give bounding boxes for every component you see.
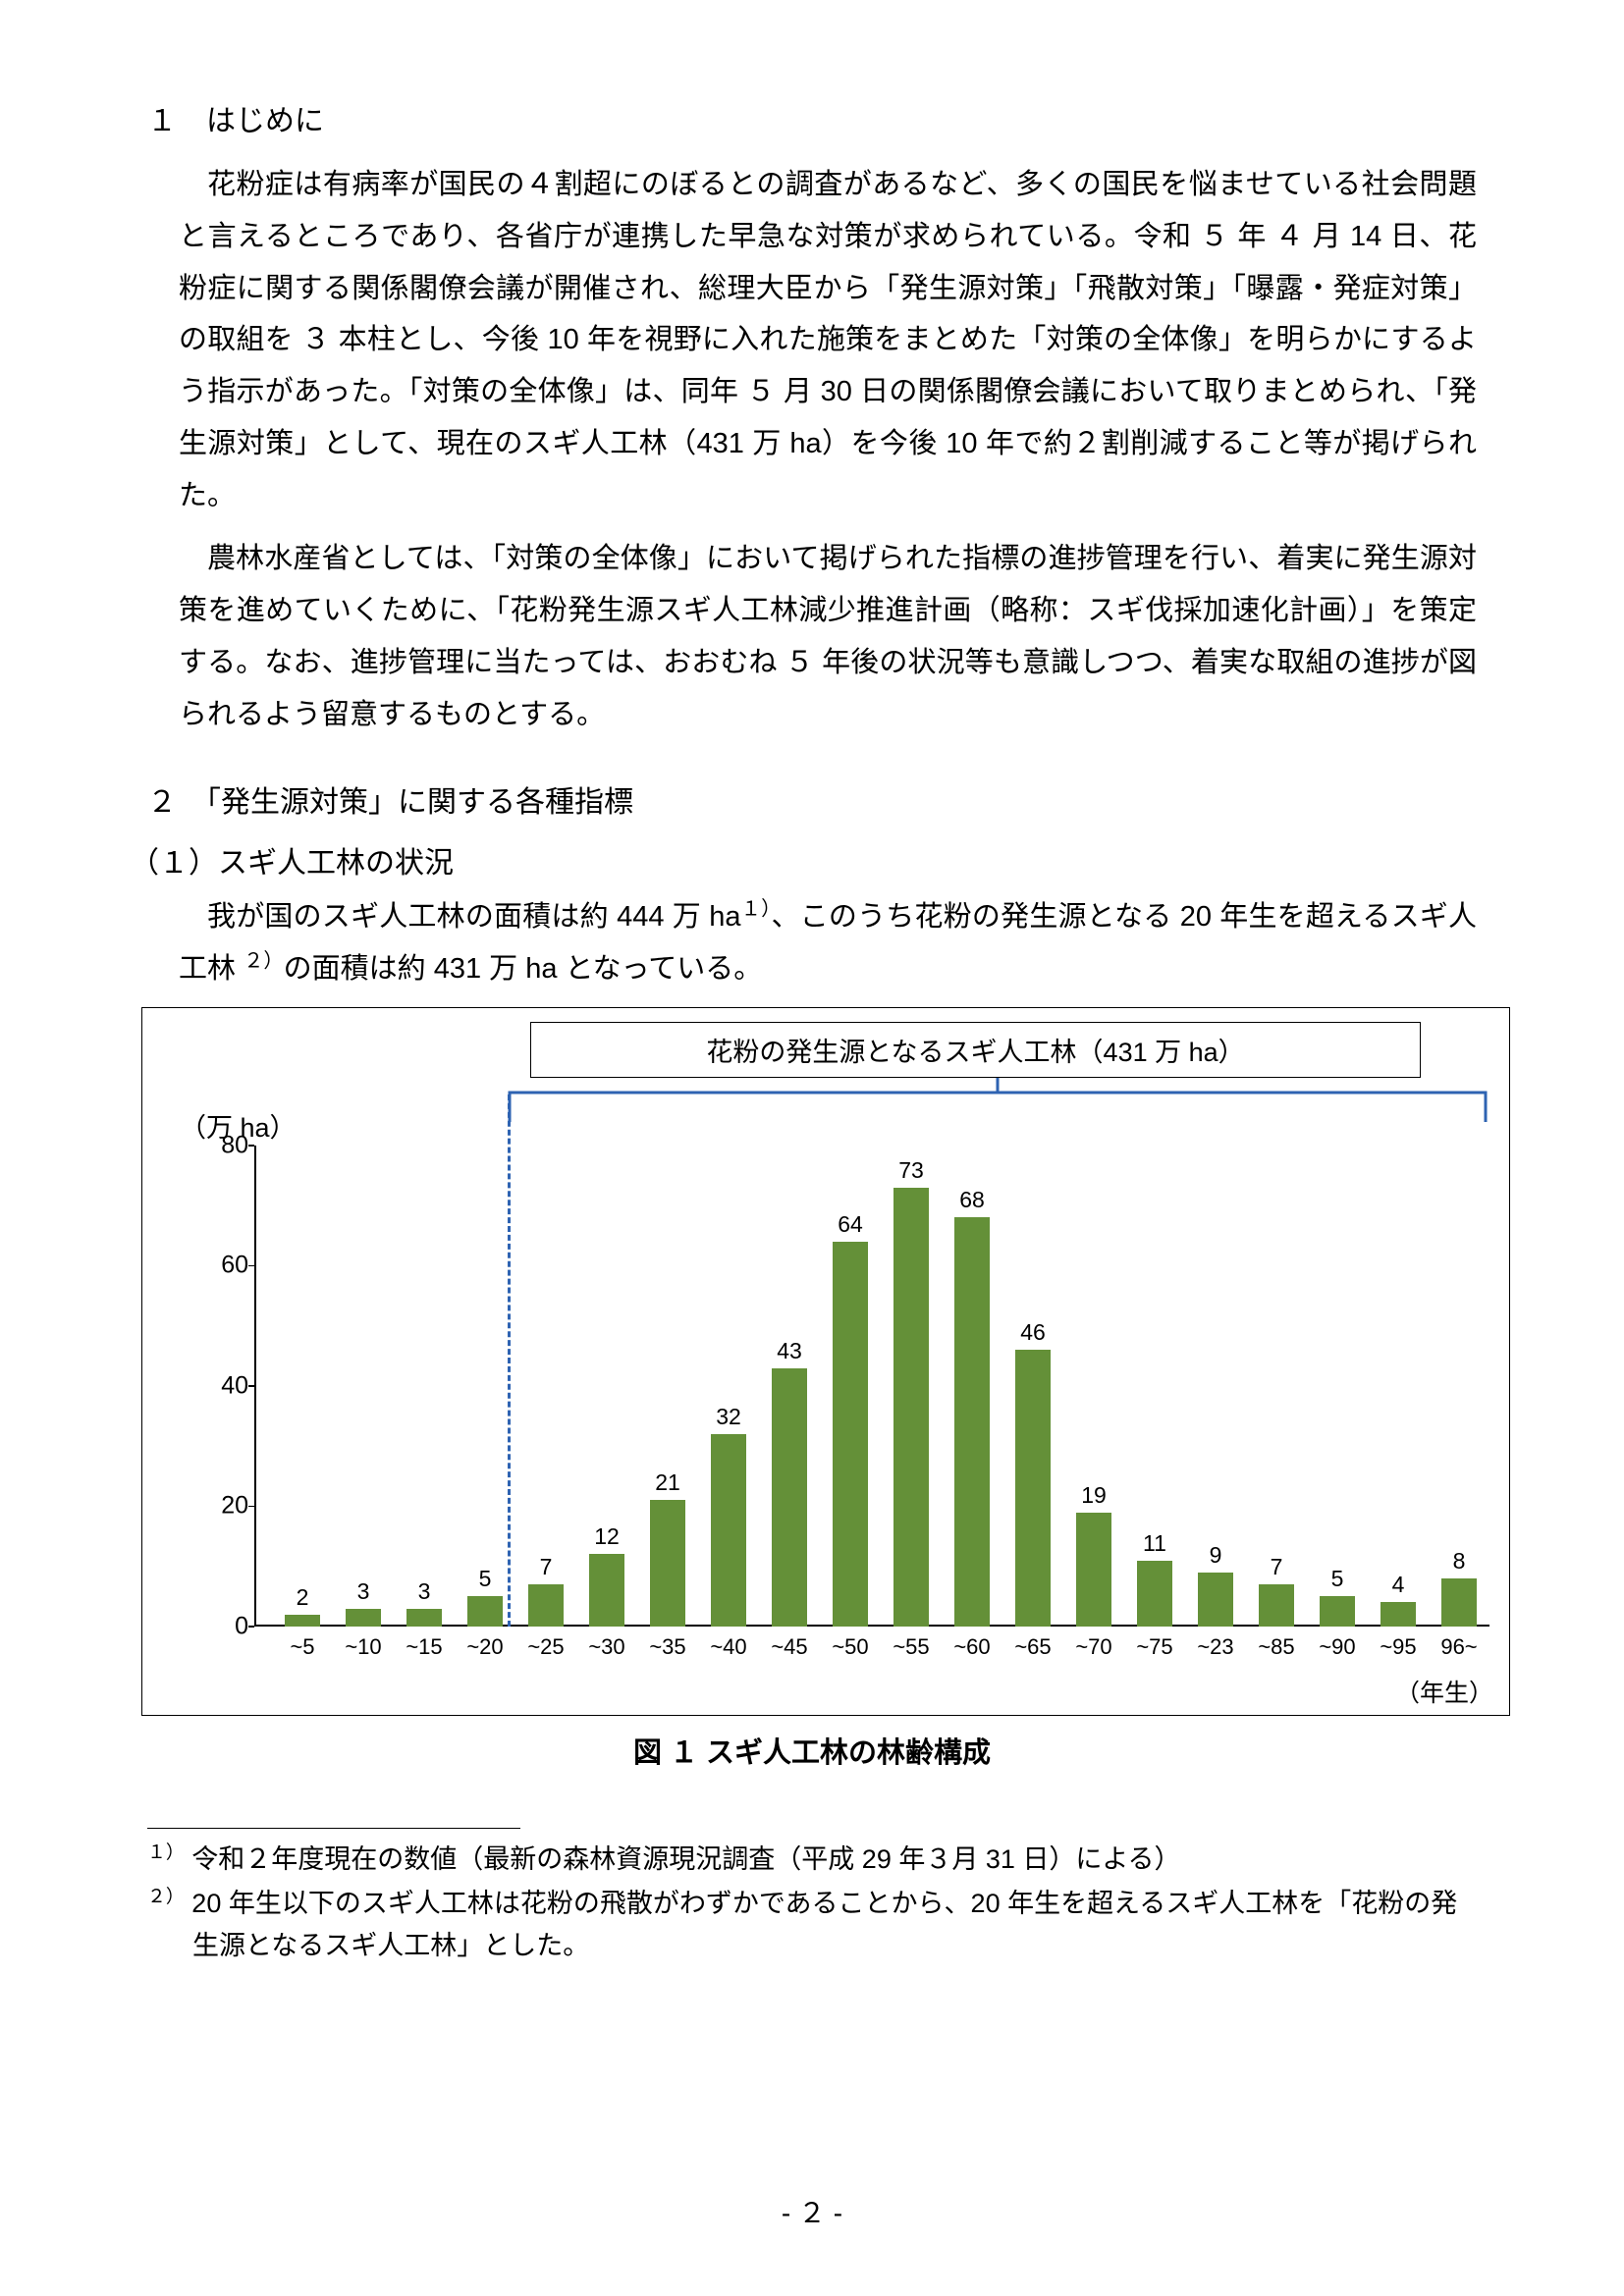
footnote-1: １） 令和２年度現在の数値（最新の森林資源現況調査（平成 29 年３月 31 日… <box>147 1839 1477 1881</box>
figure-1-box: 花粉の発生源となるスギ人工林（431 万 ha） （万 ha） （年生） 020… <box>141 1007 1510 1716</box>
superscript-2: ２） <box>244 951 284 973</box>
subsection-1-title: （１）スギ人工林の状況 <box>130 840 1477 887</box>
footnote-2-mark: ２） <box>147 1887 185 1907</box>
paragraph-3: 我が国のスギ人工林の面積は約 444 万 ha１）、このうち花粉の発生源となる … <box>147 891 1477 995</box>
footnote-2: ２） 20 年生以下のスギ人工林は花粉の飛散がわずかであることから、20 年生を… <box>147 1883 1477 1967</box>
footnote-rule <box>147 1828 520 1829</box>
footnote-1-text: 令和２年度現在の数値（最新の森林資源現況調査（平成 29 年３月 31 日）によ… <box>191 1844 1180 1874</box>
chart-annotation-box: 花粉の発生源となるスギ人工林（431 万 ha） <box>530 1022 1421 1078</box>
footnote-1-mark: １） <box>147 1842 185 1863</box>
footnote-2-text: 20 年生以下のスギ人工林は花粉の飛散がわずかであることから、20 年生を超える… <box>191 1889 1457 1960</box>
section-2-title: ２ 「発生源対策」に関する各種指標 <box>147 779 1477 827</box>
page-number: - ２ - <box>0 2192 1624 2231</box>
superscript-1: １） <box>740 899 771 921</box>
para3-text-a: 我が国のスギ人工林の面積は約 444 万 ha <box>207 901 740 933</box>
paragraph-1: 花粉症は有病率が国民の４割超にのぼるとの調査があるなど、多くの国民を悩ませている… <box>147 159 1477 521</box>
figure-1-caption: 図 １ スギ人工林の林齢構成 <box>147 1730 1477 1771</box>
para3-text-c: の面積は約 431 万 ha となっている。 <box>284 953 763 985</box>
paragraph-2: 農林水産省としては、「対策の全体像」において掲げられた指標の進捗管理を行い、着実… <box>147 533 1477 740</box>
bracket-annotation <box>142 1008 1509 1715</box>
section-1-title: １ はじめに <box>147 98 1477 145</box>
